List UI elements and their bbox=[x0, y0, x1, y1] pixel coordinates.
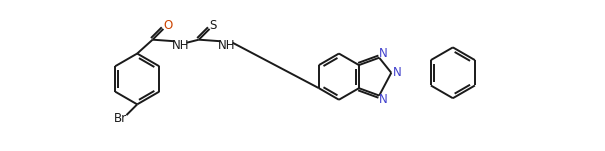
Text: N: N bbox=[379, 47, 387, 60]
Text: N: N bbox=[379, 93, 387, 106]
Text: O: O bbox=[163, 19, 172, 32]
Text: NH: NH bbox=[218, 39, 235, 52]
Text: N: N bbox=[393, 66, 402, 79]
Text: NH: NH bbox=[172, 39, 189, 52]
Text: S: S bbox=[210, 19, 217, 32]
Text: Br: Br bbox=[114, 112, 127, 125]
